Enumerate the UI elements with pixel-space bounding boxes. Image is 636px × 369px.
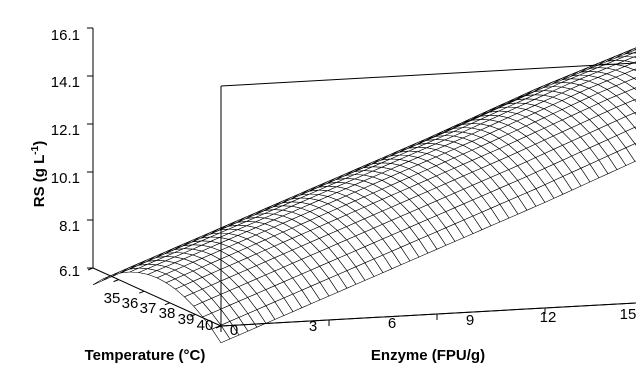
y-tick-label: 37	[140, 300, 157, 317]
x-tick-label: 15	[620, 306, 636, 323]
x-tick-label: 9	[466, 312, 474, 329]
y-tick-label: 40	[197, 317, 214, 334]
z-tick-label: 6.1	[59, 263, 80, 280]
enzyme-axis-ticks: 0 3 6 9 12 15	[230, 306, 636, 339]
enzyme-axis-label: Enzyme (FPU/g)	[371, 347, 485, 364]
y-tick-label: 36	[122, 295, 139, 312]
surface-mesh	[92, 47, 636, 344]
y-tick-mark	[190, 313, 196, 317]
z-axis-ticks: 6.1 8.1 10.1 12.1 14.1 16.1	[51, 27, 80, 280]
temperature-axis-line	[92, 267, 222, 327]
z-axis-label: RS (g L-1)	[30, 141, 48, 207]
axes-frame	[87, 27, 636, 332]
x-tick-label: 0	[230, 322, 238, 339]
temperature-axis-label: Temperature (°C)	[85, 347, 206, 364]
y-tick-label: 35	[104, 290, 121, 307]
back-top-edge	[220, 62, 636, 87]
y-tick-label: 38	[159, 305, 176, 322]
x-tick-label: 12	[540, 309, 557, 326]
z-tick-label: 16.1	[51, 27, 80, 44]
surface-cell	[623, 47, 636, 55]
y-tick-label: 39	[178, 311, 195, 328]
z-tick-label: 8.1	[59, 218, 80, 235]
z-tick-label: 10.1	[51, 170, 80, 187]
temperature-axis-ticks: 35 36 37 38 39 40	[104, 290, 214, 334]
x-tick-label: 3	[309, 318, 317, 335]
x-tick-label: 6	[388, 315, 396, 332]
y-tick-mark	[164, 302, 170, 306]
enzyme-axis-line	[220, 302, 636, 327]
z-tick-label: 14.1	[51, 74, 80, 91]
y-tick-mark	[215, 325, 222, 329]
y-tick-mark	[87, 267, 94, 271]
y-tick-mark	[113, 279, 119, 283]
y-tick-mark	[139, 290, 145, 294]
z-tick-label: 12.1	[51, 122, 80, 139]
